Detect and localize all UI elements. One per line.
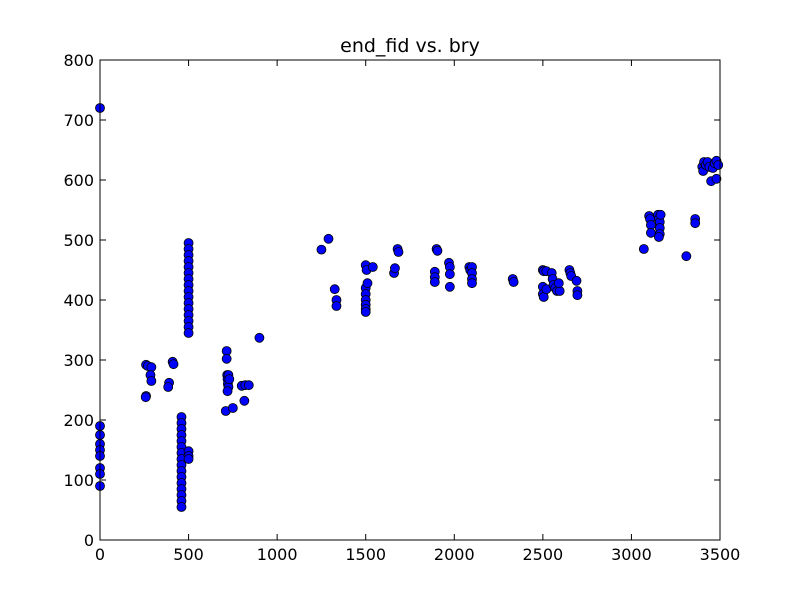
data-point: [432, 245, 443, 256]
data-point: [316, 244, 327, 255]
data-point: [467, 278, 477, 289]
data-point: [646, 227, 656, 238]
data-point: [655, 209, 666, 220]
y-tick-label: 500: [63, 231, 94, 250]
data-point: [429, 277, 440, 287]
data-points: [95, 103, 724, 512]
x-tick-label: 3000: [611, 545, 652, 564]
data-point: [239, 395, 250, 406]
x-tick-label: 500: [173, 545, 204, 564]
y-tick-label: 100: [63, 471, 94, 490]
y-tick-label: 700: [63, 111, 94, 130]
x-tick-label: 2000: [434, 545, 475, 564]
data-point: [183, 328, 194, 338]
data-point: [713, 160, 724, 170]
data-point: [393, 247, 404, 257]
data-point: [508, 277, 519, 287]
x-tick-label: 1000: [257, 545, 298, 564]
axis-ticks: 0 500 1000 1500 2000 2500 3000 3500 0 100 200 300 40…: [63, 51, 740, 564]
data-point: [572, 290, 583, 301]
data-point: [362, 278, 373, 289]
data-point: [140, 392, 151, 403]
data-point: [222, 386, 233, 397]
y-tick-label: 300: [63, 351, 94, 370]
y-tick-label: 200: [63, 411, 94, 430]
data-point: [176, 502, 187, 512]
x-tick-label: 2500: [522, 545, 563, 564]
data-point: [168, 359, 179, 370]
data-point: [367, 262, 378, 272]
data-point: [711, 173, 722, 184]
data-point: [360, 307, 371, 317]
y-tick-label: 800: [63, 51, 94, 70]
data-point: [227, 403, 238, 413]
data-point: [690, 218, 701, 229]
y-tick-label: 0: [84, 531, 94, 550]
data-point: [681, 251, 692, 262]
data-point: [638, 244, 649, 254]
data-point: [323, 233, 334, 244]
data-point: [243, 380, 254, 391]
data-point: [331, 301, 342, 311]
data-point: [553, 278, 564, 289]
data-point: [390, 263, 400, 274]
data-point: [444, 281, 455, 292]
chart-title: end_fid vs. bry: [340, 35, 480, 57]
data-point: [224, 374, 235, 385]
data-point: [254, 332, 265, 343]
x-tick-label: 1500: [345, 545, 386, 564]
data-point: [163, 382, 174, 392]
data-point: [221, 353, 232, 364]
data-point: [444, 269, 455, 280]
y-tick-label: 400: [63, 291, 94, 310]
plot-frame: [99, 59, 721, 541]
x-tick-label: 0: [95, 545, 105, 564]
data-point: [329, 284, 340, 295]
data-point: [653, 232, 664, 242]
data-point: [146, 376, 157, 386]
data-point: [571, 275, 582, 286]
data-point: [183, 454, 194, 464]
x-tick-label: 3500: [700, 545, 741, 564]
y-tick-label: 600: [63, 171, 94, 190]
